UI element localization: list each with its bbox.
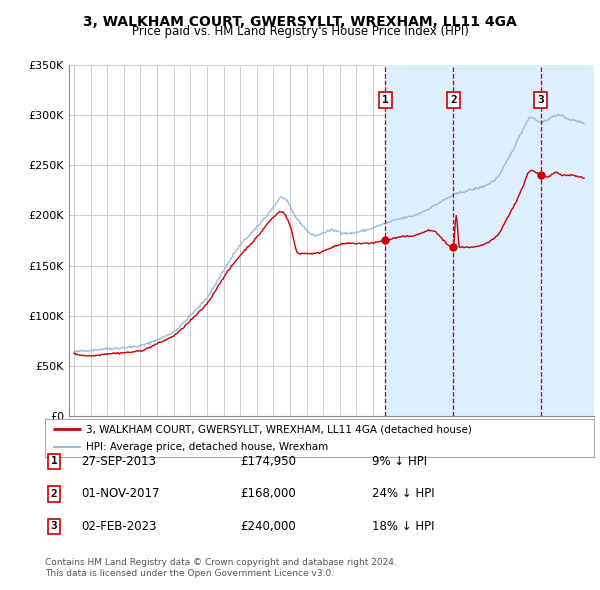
Text: 3: 3 [537,95,544,105]
Text: 27-SEP-2013: 27-SEP-2013 [81,455,156,468]
Text: HPI: Average price, detached house, Wrexham: HPI: Average price, detached house, Wrex… [86,442,328,452]
Text: 2: 2 [450,95,457,105]
Text: 3, WALKHAM COURT, GWERSYLLT, WREXHAM, LL11 4GA (detached house): 3, WALKHAM COURT, GWERSYLLT, WREXHAM, LL… [86,424,472,434]
Text: 2: 2 [50,489,58,499]
Text: 3: 3 [50,522,58,531]
Text: 18% ↓ HPI: 18% ↓ HPI [372,520,434,533]
Text: 01-NOV-2017: 01-NOV-2017 [81,487,160,500]
Text: Contains HM Land Registry data © Crown copyright and database right 2024.: Contains HM Land Registry data © Crown c… [45,558,397,566]
Text: £240,000: £240,000 [240,520,296,533]
Bar [541,65,594,416]
Text: 3, WALKHAM COURT, GWERSYLLT, WREXHAM, LL11 4GA: 3, WALKHAM COURT, GWERSYLLT, WREXHAM, LL… [83,15,517,29]
Text: 1: 1 [50,457,58,466]
Bar [541,65,594,416]
Text: Price paid vs. HM Land Registry's House Price Index (HPI): Price paid vs. HM Land Registry's House … [131,25,469,38]
Text: 02-FEB-2023: 02-FEB-2023 [81,520,157,533]
Text: 9% ↓ HPI: 9% ↓ HPI [372,455,427,468]
Text: This data is licensed under the Open Government Licence v3.0.: This data is licensed under the Open Gov… [45,569,334,578]
Text: £168,000: £168,000 [240,487,296,500]
Text: 1: 1 [382,95,389,105]
Bar [453,65,541,416]
Text: £174,950: £174,950 [240,455,296,468]
Bar [385,65,453,416]
Text: 24% ↓ HPI: 24% ↓ HPI [372,487,434,500]
